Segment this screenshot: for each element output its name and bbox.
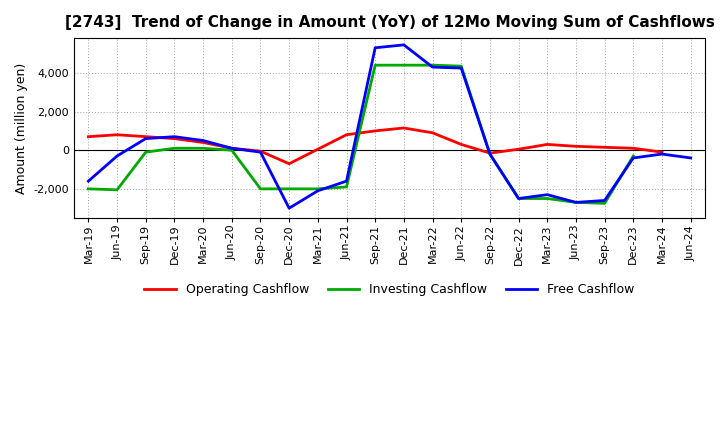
Free Cashflow [457, 66, 466, 71]
Operating Cashflow [141, 134, 150, 139]
Investing Cashflow [514, 196, 523, 201]
Free Cashflow [600, 198, 609, 203]
Operating Cashflow [657, 150, 666, 155]
Operating Cashflow [371, 128, 379, 133]
Operating Cashflow [313, 147, 322, 152]
Free Cashflow [113, 154, 122, 159]
Operating Cashflow [113, 132, 122, 137]
Investing Cashflow [400, 62, 408, 68]
Free Cashflow [371, 45, 379, 51]
Investing Cashflow [228, 147, 236, 153]
Investing Cashflow [141, 150, 150, 155]
Free Cashflow [400, 42, 408, 48]
Investing Cashflow [600, 201, 609, 206]
Line: Investing Cashflow: Investing Cashflow [89, 65, 634, 203]
Investing Cashflow [485, 151, 494, 157]
Y-axis label: Amount (million yen): Amount (million yen) [15, 62, 28, 194]
Free Cashflow [342, 179, 351, 184]
Line: Operating Cashflow: Operating Cashflow [89, 128, 662, 164]
Free Cashflow [228, 146, 236, 151]
Investing Cashflow [313, 186, 322, 191]
Operating Cashflow [342, 132, 351, 137]
Investing Cashflow [371, 62, 379, 68]
Free Cashflow [629, 155, 638, 161]
Free Cashflow [141, 136, 150, 141]
Free Cashflow [657, 151, 666, 157]
Operating Cashflow [199, 140, 207, 145]
Operating Cashflow [400, 125, 408, 131]
Investing Cashflow [457, 63, 466, 69]
Investing Cashflow [256, 186, 265, 191]
Free Cashflow [543, 192, 552, 197]
Operating Cashflow [543, 142, 552, 147]
Free Cashflow [686, 155, 695, 161]
Legend: Operating Cashflow, Investing Cashflow, Free Cashflow: Operating Cashflow, Investing Cashflow, … [140, 279, 639, 301]
Free Cashflow [170, 134, 179, 139]
Operating Cashflow [572, 144, 580, 149]
Operating Cashflow [485, 150, 494, 156]
Free Cashflow [285, 205, 294, 211]
Investing Cashflow [572, 200, 580, 205]
Operating Cashflow [285, 161, 294, 166]
Investing Cashflow [285, 186, 294, 191]
Title: [2743]  Trend of Change in Amount (YoY) of 12Mo Moving Sum of Cashflows: [2743] Trend of Change in Amount (YoY) o… [65, 15, 714, 30]
Operating Cashflow [514, 147, 523, 152]
Operating Cashflow [170, 136, 179, 141]
Investing Cashflow [342, 184, 351, 190]
Investing Cashflow [629, 154, 638, 159]
Investing Cashflow [170, 146, 179, 151]
Investing Cashflow [199, 146, 207, 151]
Investing Cashflow [113, 187, 122, 192]
Operating Cashflow [84, 134, 93, 139]
Free Cashflow [428, 65, 437, 70]
Free Cashflow [84, 179, 93, 184]
Operating Cashflow [428, 130, 437, 136]
Operating Cashflow [228, 146, 236, 151]
Free Cashflow [572, 200, 580, 205]
Free Cashflow [485, 151, 494, 157]
Investing Cashflow [428, 62, 437, 68]
Free Cashflow [256, 150, 265, 155]
Free Cashflow [514, 196, 523, 201]
Investing Cashflow [543, 196, 552, 201]
Line: Free Cashflow: Free Cashflow [89, 45, 690, 208]
Operating Cashflow [629, 146, 638, 151]
Operating Cashflow [457, 142, 466, 147]
Operating Cashflow [600, 145, 609, 150]
Operating Cashflow [256, 149, 265, 154]
Free Cashflow [199, 138, 207, 143]
Free Cashflow [313, 188, 322, 194]
Investing Cashflow [84, 186, 93, 191]
